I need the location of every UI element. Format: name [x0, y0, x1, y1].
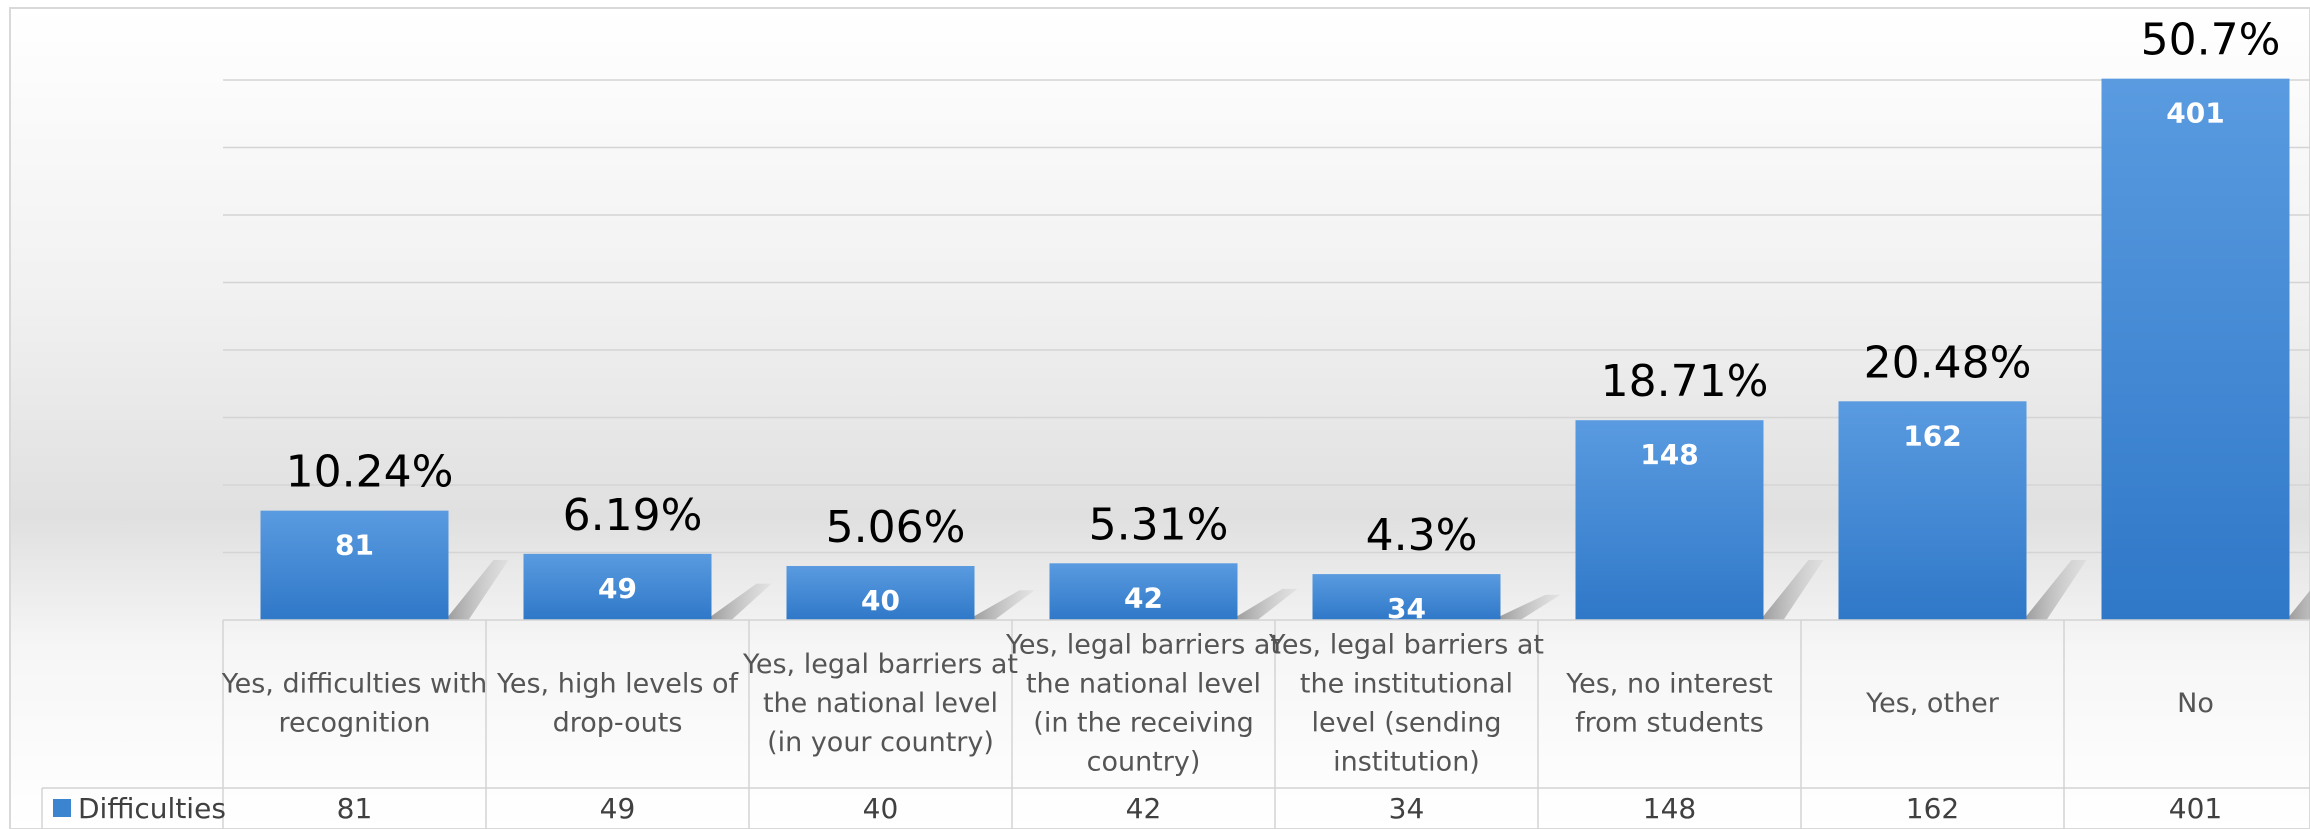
- table-value: 148: [1643, 792, 1696, 825]
- legend-swatch: [53, 799, 71, 817]
- data-table: 81 49 40 42 34 148 162 401: [41, 619, 2310, 829]
- category-label-line: the national level: [763, 688, 998, 719]
- bar-shadow: [1763, 560, 1824, 620]
- bar: [1575, 420, 1764, 620]
- bar-shadow: [448, 560, 509, 620]
- bar-shadow: [1500, 594, 1561, 620]
- category-label-line: Yes, legal barriers at: [742, 649, 1018, 680]
- category-label: Yes, legal barriers at the national level…: [742, 649, 1018, 758]
- table-value: 40: [863, 792, 899, 825]
- bar: [260, 510, 449, 620]
- table-value: 81: [337, 792, 373, 825]
- category-label-line: Yes, other: [1865, 688, 2000, 719]
- category-label: Yes, high levels of drop-outs: [496, 669, 740, 739]
- table-value: 49: [600, 792, 636, 825]
- category-label: No: [2177, 688, 2214, 719]
- value-label: 162: [1903, 419, 1961, 452]
- bar: [1312, 574, 1501, 620]
- category-label: Yes, difficulties with recognition: [221, 669, 488, 739]
- category-label-line: No: [2177, 688, 2214, 719]
- percent-label: 20.48%: [1864, 337, 2032, 388]
- category-label-line: (in your country): [767, 727, 994, 758]
- bar-shadow: [974, 590, 1035, 620]
- value-label: 148: [1640, 438, 1698, 471]
- bar: [786, 566, 975, 620]
- bar-shadow: [711, 583, 772, 620]
- category-label-line: the national level: [1026, 669, 1261, 700]
- category-label-line: drop-outs: [553, 708, 683, 739]
- category-label-line: Yes, high levels of: [496, 669, 740, 700]
- percent-label: 50.7%: [2141, 15, 2281, 66]
- bar: [1838, 401, 2027, 620]
- category-label-line: Yes, legal barriers at: [1268, 630, 1544, 661]
- legend-series-name: Difficulties: [78, 792, 226, 825]
- table-value: 42: [1126, 792, 1162, 825]
- percent-labels: 10.24% 6.19% 5.06% 5.31% 4.3% 18.71% 20.48% 50.…: [286, 15, 2281, 561]
- value-label: 401: [2166, 97, 2224, 130]
- bars: [260, 78, 2290, 620]
- value-label: 81: [335, 529, 374, 562]
- value-label: 42: [1124, 581, 1163, 614]
- table-value: 162: [1906, 792, 1959, 825]
- percent-label: 18.71%: [1601, 356, 1769, 407]
- legend: Difficulties: [53, 792, 226, 825]
- category-label-line: Yes, legal barriers at: [1005, 630, 1281, 661]
- percent-label: 5.31%: [1089, 499, 1229, 550]
- bar: [2101, 78, 2290, 620]
- bar-shadow: [2289, 590, 2310, 620]
- table-value: 34: [1389, 792, 1425, 825]
- category-label-line: level (sending: [1311, 708, 1501, 739]
- category-label-line: the institutional: [1300, 669, 1513, 700]
- category-label-line: country): [1087, 747, 1201, 778]
- category-label-line: from students: [1575, 708, 1764, 739]
- table-value: 401: [2169, 792, 2222, 825]
- bar-shadow: [1237, 588, 1298, 620]
- category-labels: Yes, difficulties with recognition Yes, hi…: [221, 630, 2214, 778]
- bar: [523, 553, 712, 620]
- value-label: 49: [598, 572, 637, 605]
- category-label-line: Yes, difficulties with: [221, 669, 488, 700]
- percent-label: 10.24%: [286, 447, 454, 498]
- percent-label: 4.3%: [1366, 510, 1478, 561]
- category-label-line: recognition: [279, 708, 431, 739]
- bar-shadows: [448, 560, 2310, 620]
- category-label-line: Yes, no interest: [1565, 669, 1773, 700]
- value-label: 40: [861, 584, 900, 617]
- category-label: Yes, no interest from students: [1565, 669, 1773, 739]
- category-label-line: institution): [1333, 747, 1480, 778]
- category-label: Yes, other: [1865, 688, 2000, 719]
- percent-label: 6.19%: [563, 490, 703, 541]
- category-label: Yes, legal barriers at the national level…: [1005, 630, 1281, 778]
- category-label-line: (in the receiving: [1033, 708, 1253, 739]
- bar-shadow: [2026, 560, 2087, 620]
- bar: [1049, 563, 1238, 620]
- category-label: Yes, legal barriers at the institutional l…: [1268, 630, 1544, 778]
- percent-label: 5.06%: [826, 502, 966, 553]
